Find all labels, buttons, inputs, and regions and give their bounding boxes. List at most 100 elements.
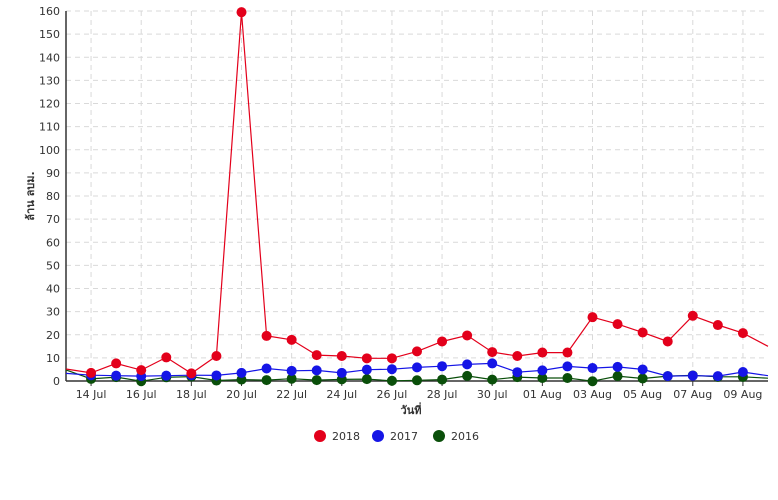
data-point-2016[interactable] xyxy=(637,373,648,384)
legend-item-2018[interactable]: 2018 xyxy=(314,430,360,443)
data-point-2016[interactable] xyxy=(412,375,422,386)
data-point-2018[interactable] xyxy=(161,352,172,363)
x-axis-title: วันที่ xyxy=(401,402,422,417)
data-point-2017[interactable] xyxy=(687,370,698,381)
legend-marker xyxy=(372,430,384,442)
data-point-2017[interactable] xyxy=(737,366,748,377)
y-axis-title: ล้าน ลบม. xyxy=(24,171,37,220)
data-point-2018[interactable] xyxy=(537,347,548,358)
x-tick-label: 01 Aug xyxy=(523,388,562,401)
data-point-2016[interactable] xyxy=(462,370,473,381)
series-2018 xyxy=(65,7,769,379)
data-point-2017[interactable] xyxy=(412,362,422,373)
data-point-2018[interactable] xyxy=(361,353,372,364)
data-point-2018[interactable] xyxy=(136,365,147,376)
x-tick-label: 26 Jul xyxy=(377,388,408,401)
data-point-2017[interactable] xyxy=(587,363,598,374)
data-point-2017[interactable] xyxy=(311,365,322,376)
x-tick-label: 14 Jul xyxy=(76,388,107,401)
data-point-2018[interactable] xyxy=(562,347,573,358)
data-point-2017[interactable] xyxy=(261,363,272,374)
data-point-2018[interactable] xyxy=(186,368,197,379)
data-point-2018[interactable] xyxy=(637,327,648,338)
legend-marker xyxy=(433,430,445,442)
data-point-2017[interactable] xyxy=(537,365,548,376)
legend-label: 2017 xyxy=(390,430,418,443)
data-point-2017[interactable] xyxy=(161,370,172,381)
data-point-2017[interactable] xyxy=(562,361,573,372)
x-tick-label: 28 Jul xyxy=(427,388,458,401)
data-point-2016[interactable] xyxy=(361,374,372,385)
data-point-2018[interactable] xyxy=(336,351,347,362)
y-tick-label: 90 xyxy=(46,167,60,180)
data-point-2016[interactable] xyxy=(587,376,598,387)
data-point-2017[interactable] xyxy=(512,367,523,378)
legend-item-2017[interactable]: 2017 xyxy=(372,430,418,443)
y-tick-label: 10 xyxy=(46,352,60,365)
data-point-2017[interactable] xyxy=(637,364,648,375)
y-tick-label: 100 xyxy=(39,144,60,157)
x-tick-label: 05 Aug xyxy=(623,388,662,401)
data-point-2016[interactable] xyxy=(386,375,397,386)
data-point-2017[interactable] xyxy=(712,371,723,382)
data-point-2018[interactable] xyxy=(261,330,272,341)
y-tick-label: 60 xyxy=(46,236,60,249)
data-point-2018[interactable] xyxy=(612,319,623,330)
data-point-2016[interactable] xyxy=(437,374,448,385)
data-point-2016[interactable] xyxy=(261,375,272,386)
data-point-2016[interactable] xyxy=(537,372,548,383)
data-point-2016[interactable] xyxy=(311,375,322,386)
data-point-2018[interactable] xyxy=(462,330,473,341)
data-point-2018[interactable] xyxy=(737,328,748,339)
y-tick-label: 130 xyxy=(39,74,60,87)
data-point-2017[interactable] xyxy=(361,364,372,375)
data-point-2017[interactable] xyxy=(662,371,673,382)
y-tick-label: 40 xyxy=(46,283,60,296)
data-point-2017[interactable] xyxy=(211,370,222,381)
y-tick-label: 80 xyxy=(46,190,60,203)
data-point-2017[interactable] xyxy=(286,365,297,376)
y-tick-label: 20 xyxy=(46,329,60,342)
data-point-2018[interactable] xyxy=(712,320,723,331)
data-point-2018[interactable] xyxy=(512,351,523,362)
x-tick-label: 09 Aug xyxy=(723,388,762,401)
y-tick-label: 70 xyxy=(46,213,60,226)
data-point-2018[interactable] xyxy=(211,351,222,362)
data-point-2016[interactable] xyxy=(487,374,498,385)
legend-marker xyxy=(314,430,326,442)
series-line-2018 xyxy=(65,12,769,375)
data-point-2018[interactable] xyxy=(587,312,598,323)
data-point-2017[interactable] xyxy=(336,367,347,378)
data-point-2018[interactable] xyxy=(311,350,322,361)
data-point-2016[interactable] xyxy=(562,372,573,383)
data-point-2018[interactable] xyxy=(487,347,498,358)
data-point-2017[interactable] xyxy=(612,361,623,372)
data-point-2018[interactable] xyxy=(437,336,448,347)
data-point-2018[interactable] xyxy=(412,346,422,357)
data-point-2018[interactable] xyxy=(86,367,97,378)
data-point-2018[interactable] xyxy=(386,353,397,364)
data-point-2017[interactable] xyxy=(236,367,247,378)
series-2017 xyxy=(65,358,769,382)
data-point-2018[interactable] xyxy=(687,310,698,321)
data-point-2017[interactable] xyxy=(111,370,122,381)
data-point-2018[interactable] xyxy=(111,358,122,369)
data-point-2017[interactable] xyxy=(487,358,498,369)
data-point-2017[interactable] xyxy=(462,359,473,370)
data-point-2018[interactable] xyxy=(236,7,247,18)
x-tick-label: 03 Aug xyxy=(573,388,612,401)
legend: 2018 2017 2016 xyxy=(314,430,479,443)
data-point-2018[interactable] xyxy=(286,334,297,345)
data-point-2016[interactable] xyxy=(286,373,297,384)
data-point-2017[interactable] xyxy=(386,364,397,375)
data-point-2016[interactable] xyxy=(612,371,623,382)
legend-item-2016[interactable]: 2016 xyxy=(433,430,479,443)
data-point-2018[interactable] xyxy=(662,336,673,347)
y-tick-label: 110 xyxy=(39,121,60,134)
axes: 0 10 20 30 40 50 60 70 80 90 100 110 120 130 140 150 160… xyxy=(24,5,768,417)
y-tick-label: 120 xyxy=(39,98,60,111)
x-tick-label: 22 Jul xyxy=(276,388,307,401)
x-tick-label: 24 Jul xyxy=(326,388,357,401)
data-point-2017[interactable] xyxy=(437,361,448,372)
